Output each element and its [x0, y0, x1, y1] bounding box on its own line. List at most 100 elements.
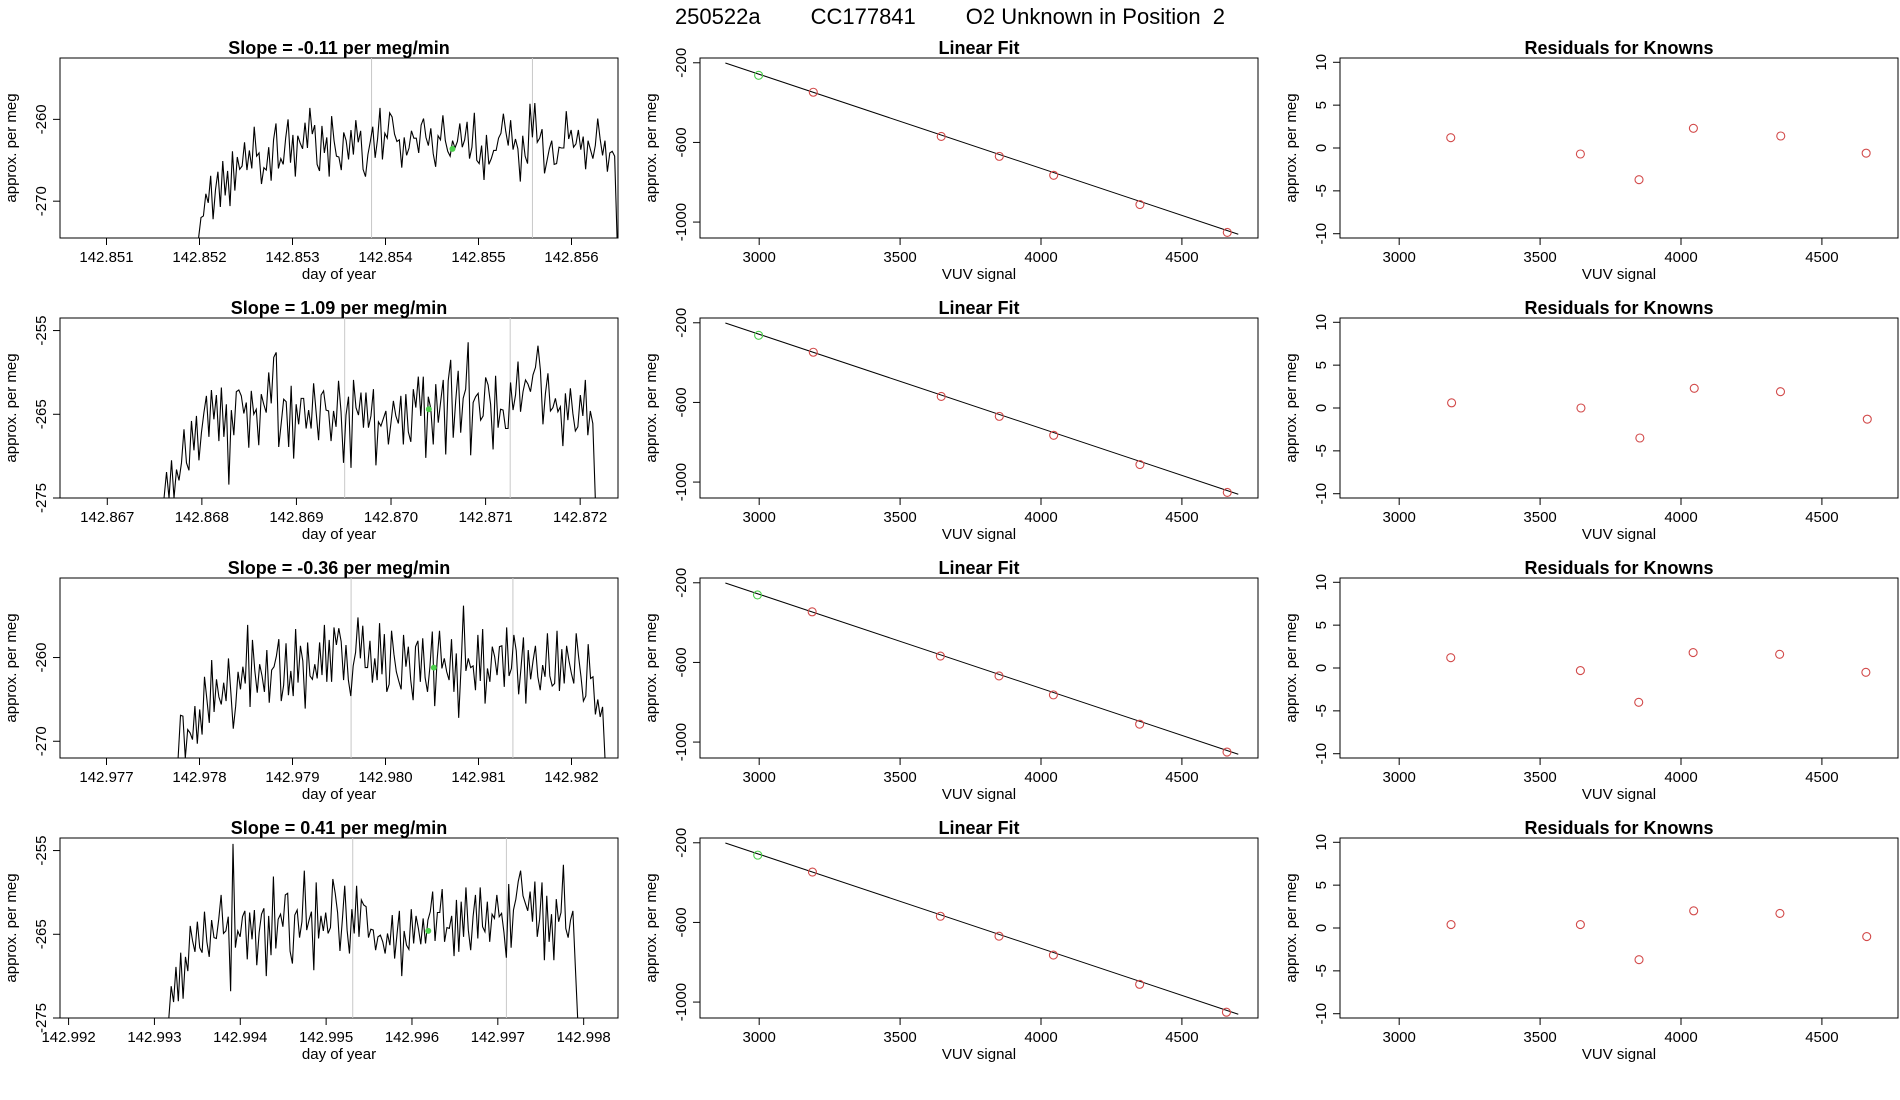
y-tick-label: -600	[673, 387, 690, 417]
plot-frame	[699, 577, 1259, 759]
x-tick-label: 3500	[1523, 1029, 1556, 1046]
x-tick-label: 142.997	[471, 1029, 525, 1046]
y-axis-label: approx. per meg	[643, 873, 660, 982]
known-point	[1048, 950, 1058, 960]
x-tick-label: 3500	[883, 1029, 916, 1046]
y-tick-label: -600	[673, 647, 690, 677]
y-tick-label: -10	[1313, 223, 1330, 245]
y-axis-label: approx. per meg	[643, 613, 660, 722]
x-tick-label: 4000	[1024, 509, 1057, 526]
y-tick-label: -5	[1313, 444, 1330, 457]
panel-title: Residuals for Knowns	[1524, 38, 1713, 58]
x-axis-label: VUV signal	[1582, 786, 1656, 803]
panel-timeseries-row3: Slope = -0.36 per meg/min 142.977 142.978 1…	[3, 558, 619, 803]
x-tick-label: 4500	[1165, 249, 1198, 266]
plot-frame	[699, 837, 1259, 1019]
x-tick-label: 3500	[1523, 769, 1556, 786]
series-line	[163, 342, 596, 499]
y-tick-label: -200	[673, 828, 690, 858]
known-point	[1135, 719, 1145, 729]
x-tick-label: 142.854	[358, 249, 412, 266]
plot-frame	[59, 837, 619, 1019]
x-tick-label: 4500	[1165, 769, 1198, 786]
fit-line	[725, 62, 1239, 235]
panel-linear_fit-row4: Linear Fit 3000 3500 4000 4500 VUV signal -200…	[643, 818, 1259, 1063]
known-point	[1775, 387, 1786, 397]
unknown-marker	[449, 145, 456, 152]
x-tick-label: 142.995	[299, 1029, 353, 1046]
panel-residuals-row4: Residuals for Knowns 3000 3500 4000 4500 VUV …	[1283, 818, 1899, 1063]
y-tick-label: -1000	[673, 983, 690, 1021]
series-line	[166, 843, 579, 1019]
known-point	[994, 931, 1004, 941]
y-tick-label: -270	[33, 186, 50, 216]
unknown-point	[752, 590, 763, 600]
x-axis-label: VUV signal	[1582, 1046, 1656, 1063]
y-tick-label: -260	[33, 643, 50, 673]
y-axis-label: approx. per meg	[3, 873, 20, 982]
y-tick-label: 0	[1313, 664, 1330, 672]
known-point	[1446, 133, 1456, 143]
plot-frame	[1339, 57, 1899, 239]
unknown-marker	[430, 664, 437, 671]
sample-description: O2 Unknown in Position 2	[965, 4, 1226, 29]
x-axis-label: VUV signal	[942, 1046, 1016, 1063]
x-tick-label: 3000	[1382, 1029, 1415, 1046]
panel-timeseries-row4: Slope = 0.41 per meg/min 142.992 142.993 14…	[3, 818, 619, 1063]
y-tick-label: 5	[1313, 621, 1330, 629]
y-axis-label: approx. per meg	[643, 93, 660, 202]
y-axis-label: approx. per meg	[3, 353, 20, 462]
x-tick-label: 142.870	[364, 509, 418, 526]
x-tick-label: 142.979	[265, 769, 319, 786]
known-point	[807, 867, 817, 877]
known-point	[1688, 123, 1698, 133]
known-point	[1688, 648, 1698, 658]
panel-title: Slope = -0.36 per meg/min	[228, 558, 451, 578]
x-tick-label: 3500	[883, 249, 916, 266]
unknown-marker	[425, 927, 432, 934]
tank-id: CC177841	[810, 4, 916, 29]
y-tick-label: -200	[673, 48, 690, 78]
x-axis-label: VUV signal	[942, 526, 1016, 543]
panel-title: Slope = 1.09 per meg/min	[231, 298, 448, 318]
fit-line	[725, 842, 1239, 1015]
plot-frame	[59, 317, 619, 499]
known-point	[1634, 955, 1644, 965]
known-point	[1634, 175, 1644, 185]
x-tick-label: 142.868	[175, 509, 229, 526]
panel-residuals-row2: Residuals for Knowns 3000 3500 4000 4500 VUV …	[1283, 298, 1899, 543]
x-tick-label: 3000	[742, 509, 775, 526]
x-axis-label: day of year	[302, 266, 376, 283]
known-point	[994, 151, 1004, 161]
fit-line	[725, 322, 1239, 495]
x-tick-label: 142.852	[172, 249, 226, 266]
y-tick-label: 10	[1313, 834, 1330, 851]
x-tick-label: 142.872	[553, 509, 607, 526]
y-tick-label: -270	[33, 726, 50, 756]
plot-frame	[1339, 837, 1899, 1019]
x-tick-label: 142.998	[557, 1029, 611, 1046]
x-tick-label: 4500	[1165, 1029, 1198, 1046]
known-point	[1049, 430, 1059, 440]
unknown-point	[754, 330, 764, 340]
plot-frame	[1339, 317, 1899, 499]
y-axis-label: approx. per meg	[1283, 353, 1300, 462]
x-tick-label: 4000	[1024, 249, 1057, 266]
plot-frame	[59, 57, 619, 239]
x-tick-label: 4500	[1165, 509, 1198, 526]
x-tick-label: 3500	[883, 509, 916, 526]
y-tick-label: 5	[1313, 361, 1330, 369]
known-point	[1446, 653, 1456, 663]
panel-title: Linear Fit	[938, 558, 1019, 578]
y-tick-label: -275	[33, 1003, 50, 1033]
y-tick-label: -600	[673, 127, 690, 157]
series-line	[198, 102, 618, 239]
x-tick-label: 4000	[1024, 769, 1057, 786]
x-tick-label: 3000	[1382, 769, 1415, 786]
x-axis-label: day of year	[302, 786, 376, 803]
y-tick-label: 0	[1313, 924, 1330, 932]
y-tick-label: 10	[1313, 54, 1330, 71]
x-tick-label: 3000	[742, 769, 775, 786]
y-tick-label: -1000	[673, 723, 690, 761]
